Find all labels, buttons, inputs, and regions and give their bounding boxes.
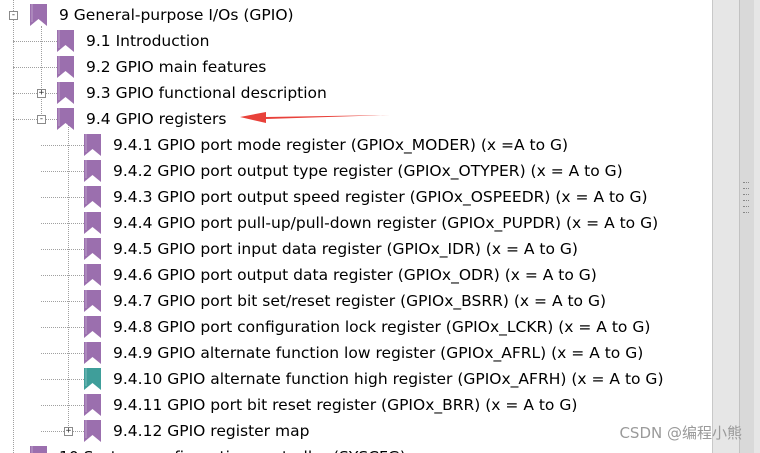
- tree-connector: [13, 119, 57, 120]
- bookmark-icon: [84, 264, 101, 286]
- tree-item-sec9[interactable]: - 9 General-purpose I/Os (GPIO): [0, 2, 712, 28]
- plus-box-icon[interactable]: +: [37, 88, 46, 98]
- tree-item-s9_4_1[interactable]: 9.4.1 GPIO port mode register (GPIOx_MOD…: [0, 132, 712, 158]
- watermark: CSDN @编程小熊: [619, 424, 742, 442]
- scrollbar-grip[interactable]: [743, 194, 749, 195]
- tree-item-s9_4_4[interactable]: 9.4.4 GPIO port pull-up/pull-down regist…: [0, 210, 712, 236]
- tree-item-s9_4_8[interactable]: 9.4.8 GPIO port configuration lock regis…: [0, 314, 712, 340]
- bookmark-icon: [57, 56, 74, 78]
- tree-item-s9_4_2[interactable]: 9.4.2 GPIO port output type register (GP…: [0, 158, 712, 184]
- tree-item-label: 9.4.1 GPIO port mode register (GPIOx_MOD…: [113, 136, 569, 154]
- tree-guide-line: [68, 124, 69, 430]
- tree-item-label: 9.4.6 GPIO port output data register (GP…: [113, 266, 597, 284]
- bookmark-icon: [57, 108, 74, 130]
- tree-item-label: 10 System configuration controller (SYSC…: [59, 444, 406, 453]
- bookmark-icon: [57, 82, 74, 104]
- bookmark-icon: [84, 290, 101, 312]
- tree-item-label: 9.4.12 GPIO register map: [113, 422, 310, 440]
- tree-connector: [13, 67, 57, 68]
- tree-item-label: 9.2 GPIO main features: [86, 58, 267, 76]
- bookmark-icon: [84, 316, 101, 338]
- bookmark-icon: [84, 368, 101, 390]
- tree-item-label: 9.4.10 GPIO alternate function high regi…: [113, 370, 664, 388]
- tree-item-label: 9.4 GPIO registers: [86, 110, 227, 128]
- tree-item-s9_3[interactable]: +9.3 GPIO functional description: [0, 80, 712, 106]
- tree-item-label: 9.4.5 GPIO port input data register (GPI…: [113, 240, 578, 258]
- bookmark-icon: [84, 212, 101, 234]
- minus-box-icon[interactable]: -: [9, 10, 18, 20]
- tree-item-s9_4_12[interactable]: +9.4.12 GPIO register map: [0, 418, 712, 444]
- tree-item-label: 9.4.9 GPIO alternate function low regist…: [113, 344, 644, 362]
- tree-connector: [13, 93, 57, 94]
- tree-item-s9_4_6[interactable]: 9.4.6 GPIO port output data register (GP…: [0, 262, 712, 288]
- tree-item-label: 9.3 GPIO functional description: [86, 84, 327, 102]
- tree-connector: [41, 405, 84, 406]
- bookmark-icon: [84, 186, 101, 208]
- vertical-scrollbar[interactable]: [712, 0, 760, 453]
- bookmark-icon: [84, 134, 101, 156]
- bookmark-icon: [84, 238, 101, 260]
- bookmark-icon: [57, 30, 74, 52]
- bookmark-icon: [84, 420, 101, 442]
- tree-connector: [41, 171, 84, 172]
- tree-connector: [41, 431, 84, 432]
- red-arrow-icon: [240, 112, 390, 123]
- bookmark-icon: [30, 446, 47, 453]
- tree-connector: [13, 41, 57, 42]
- tree-item-s9_4[interactable]: - 9.4 GPIO registers: [0, 106, 712, 132]
- scrollbar-grip[interactable]: [743, 200, 749, 201]
- tree-connector: [41, 223, 84, 224]
- tree-item-s9_4_3[interactable]: 9.4.3 GPIO port output speed register (G…: [0, 184, 712, 210]
- tree-item-label: 9.4.11 GPIO port bit reset register (GPI…: [113, 396, 578, 414]
- tree-guide-line: [13, 0, 14, 453]
- tree-item-s9_2[interactable]: 9.2 GPIO main features: [0, 54, 712, 80]
- tree-connector: [41, 275, 84, 276]
- tree-connector: [41, 353, 84, 354]
- scrollbar-track[interactable]: [739, 0, 754, 453]
- tree-item-sec10[interactable]: +10 System configuration controller (SYS…: [0, 444, 712, 453]
- tree-item-s9_4_9[interactable]: 9.4.9 GPIO alternate function low regist…: [0, 340, 712, 366]
- tree-item-label: 9.4.4 GPIO port pull-up/pull-down regist…: [113, 214, 659, 232]
- plus-box-icon[interactable]: +: [64, 426, 73, 436]
- bookmark-icon: [84, 394, 101, 416]
- scrollbar-grip[interactable]: [743, 212, 749, 213]
- tree-connector: [41, 301, 84, 302]
- tree-guide-line: [41, 26, 42, 118]
- bookmark-icon: [84, 160, 101, 182]
- tree-item-s9_4_5[interactable]: 9.4.5 GPIO port input data register (GPI…: [0, 236, 712, 262]
- tree-item-s9_4_10[interactable]: 9.4.10 GPIO alternate function high regi…: [0, 366, 712, 392]
- tree-item-s9_4_11[interactable]: 9.4.11 GPIO port bit reset register (GPI…: [0, 392, 712, 418]
- tree-item-label: 9.1 Introduction: [86, 32, 210, 50]
- tree-item-s9_1[interactable]: 9.1 Introduction: [0, 28, 712, 54]
- tree-item-label: 9 General-purpose I/Os (GPIO): [59, 6, 294, 24]
- bookmark-tree: - 9 General-purpose I/Os (GPIO) 9.1 Introd…: [0, 0, 712, 453]
- tree-item-label: 9.4.3 GPIO port output speed register (G…: [113, 188, 648, 206]
- tree-connector: [41, 197, 84, 198]
- scrollbar-grip[interactable]: [743, 206, 749, 207]
- tree-connector: [41, 249, 84, 250]
- tree-item-label: 9.4.2 GPIO port output type register (GP…: [113, 162, 623, 180]
- minus-box-icon[interactable]: -: [37, 114, 46, 124]
- scrollbar-grip[interactable]: [743, 188, 749, 189]
- tree-item-s9_4_7[interactable]: 9.4.7 GPIO port bit set/reset register (…: [0, 288, 712, 314]
- tree-item-label: 9.4.7 GPIO port bit set/reset register (…: [113, 292, 607, 310]
- bookmark-icon: [84, 342, 101, 364]
- tree-connector: [41, 145, 84, 146]
- tree-connector: [41, 379, 84, 380]
- tree-connector: [41, 327, 84, 328]
- tree-item-label: 9.4.8 GPIO port configuration lock regis…: [113, 318, 651, 336]
- bookmark-icon: [30, 4, 47, 26]
- scrollbar-grip[interactable]: [743, 182, 749, 183]
